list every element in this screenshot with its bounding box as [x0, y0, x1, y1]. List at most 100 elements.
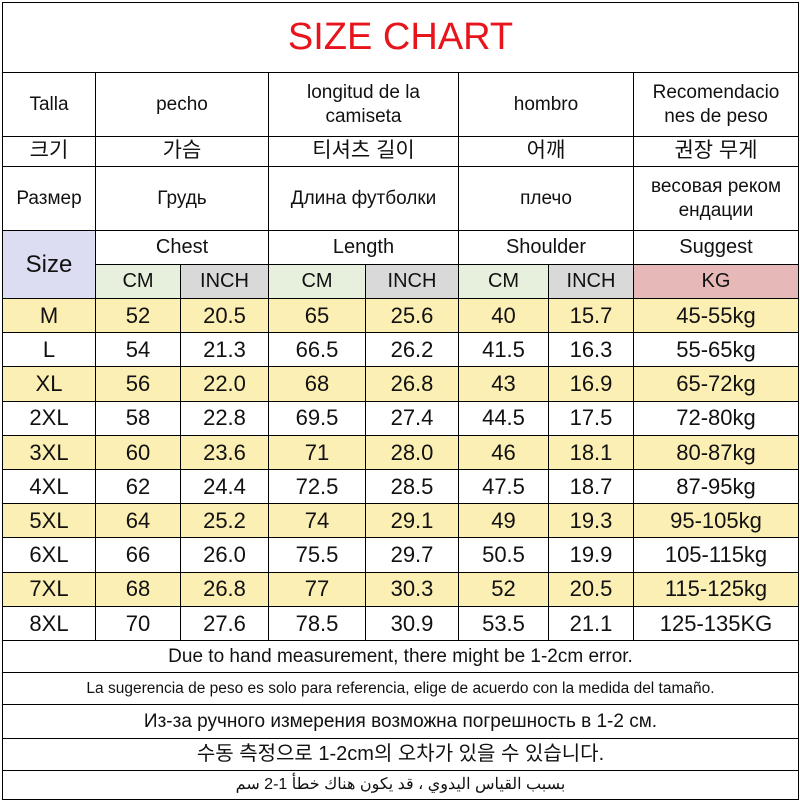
- value-cell: 54: [95, 332, 181, 368]
- header-cell: плечо: [458, 166, 634, 231]
- value-cell: 21.3: [180, 332, 269, 368]
- value-cell: 125-135KG: [633, 605, 799, 641]
- size-cell: 6XL: [2, 537, 96, 573]
- value-cell: 40: [458, 298, 549, 334]
- value-cell: 45-55kg: [633, 298, 799, 334]
- header-cell: 권장 무게: [633, 136, 799, 167]
- size-cell: 4XL: [2, 469, 96, 505]
- value-cell: 26.8: [365, 366, 459, 402]
- value-cell: 20.5: [180, 298, 269, 334]
- value-cell: 77: [268, 571, 366, 607]
- header-cell: longitud de la camiseta: [268, 72, 459, 137]
- value-cell: 68: [268, 366, 366, 402]
- value-cell: 52: [95, 298, 181, 334]
- group-header: Length: [268, 230, 459, 265]
- value-cell: 16.9: [548, 366, 634, 402]
- value-cell: 65-72kg: [633, 366, 799, 402]
- value-cell: 87-95kg: [633, 469, 799, 505]
- value-cell: 24.4: [180, 469, 269, 505]
- value-cell: 62: [95, 469, 181, 505]
- value-cell: 60: [95, 434, 181, 470]
- value-cell: 95-105kg: [633, 503, 799, 539]
- size-header: Size: [2, 230, 96, 299]
- value-cell: 68: [95, 571, 181, 607]
- header-cell: Talla: [2, 72, 96, 137]
- value-cell: 78.5: [268, 605, 366, 641]
- value-cell: 66.5: [268, 332, 366, 368]
- value-cell: 30.3: [365, 571, 459, 607]
- header-cell: hombro: [458, 72, 634, 137]
- value-cell: 19.3: [548, 503, 634, 539]
- value-cell: 65: [268, 298, 366, 334]
- value-cell: 70: [95, 605, 181, 641]
- note: بسبب القياس اليدوي ، قد يكون هناك خطأ 1-…: [2, 770, 799, 800]
- size-cell: M: [2, 298, 96, 334]
- header-cell: весовая реком ендации: [633, 166, 799, 231]
- value-cell: 22.8: [180, 400, 269, 436]
- header-cell: Грудь: [95, 166, 269, 231]
- value-cell: 56: [95, 366, 181, 402]
- header-cell: Размер: [2, 166, 96, 231]
- value-cell: 46: [458, 434, 549, 470]
- value-cell: 26.2: [365, 332, 459, 368]
- value-cell: 66: [95, 537, 181, 573]
- value-cell: 53.5: [458, 605, 549, 641]
- value-cell: 30.9: [365, 605, 459, 641]
- value-cell: 72-80kg: [633, 400, 799, 436]
- unit-header: CM: [95, 264, 181, 299]
- value-cell: 44.5: [458, 400, 549, 436]
- unit-header: INCH: [180, 264, 269, 299]
- title: SIZE CHART: [2, 2, 799, 73]
- value-cell: 50.5: [458, 537, 549, 573]
- unit-header: CM: [458, 264, 549, 299]
- value-cell: 28.0: [365, 434, 459, 470]
- value-cell: 29.7: [365, 537, 459, 573]
- group-header: Shoulder: [458, 230, 634, 265]
- value-cell: 71: [268, 434, 366, 470]
- value-cell: 16.3: [548, 332, 634, 368]
- value-cell: 69.5: [268, 400, 366, 436]
- group-header: Suggest: [633, 230, 799, 265]
- value-cell: 49: [458, 503, 549, 539]
- unit-header: INCH: [548, 264, 634, 299]
- value-cell: 75.5: [268, 537, 366, 573]
- value-cell: 18.7: [548, 469, 634, 505]
- value-cell: 22.0: [180, 366, 269, 402]
- header-cell: 크기: [2, 136, 96, 167]
- size-cell: 3XL: [2, 434, 96, 470]
- value-cell: 74: [268, 503, 366, 539]
- value-cell: 27.4: [365, 400, 459, 436]
- value-cell: 17.5: [548, 400, 634, 436]
- value-cell: 28.5: [365, 469, 459, 505]
- value-cell: 58: [95, 400, 181, 436]
- size-cell: L: [2, 332, 96, 368]
- value-cell: 25.2: [180, 503, 269, 539]
- value-cell: 47.5: [458, 469, 549, 505]
- header-cell: pecho: [95, 72, 269, 137]
- header-cell: Длина футболки: [268, 166, 459, 231]
- header-cell: Recomendacio nes de peso: [633, 72, 799, 137]
- value-cell: 23.6: [180, 434, 269, 470]
- value-cell: 41.5: [458, 332, 549, 368]
- unit-header: CM: [268, 264, 366, 299]
- value-cell: 20.5: [548, 571, 634, 607]
- value-cell: 52: [458, 571, 549, 607]
- size-cell: XL: [2, 366, 96, 402]
- header-cell: 티셔츠 길이: [268, 136, 459, 167]
- value-cell: 29.1: [365, 503, 459, 539]
- size-cell: 2XL: [2, 400, 96, 436]
- unit-header: INCH: [365, 264, 459, 299]
- value-cell: 55-65kg: [633, 332, 799, 368]
- value-cell: 21.1: [548, 605, 634, 641]
- size-cell: 7XL: [2, 571, 96, 607]
- note: Из-за ручного измерения возможна погрешн…: [2, 704, 799, 739]
- value-cell: 72.5: [268, 469, 366, 505]
- value-cell: 115-125kg: [633, 571, 799, 607]
- value-cell: 27.6: [180, 605, 269, 641]
- size-cell: 5XL: [2, 503, 96, 539]
- value-cell: 80-87kg: [633, 434, 799, 470]
- value-cell: 43: [458, 366, 549, 402]
- group-header: Chest: [95, 230, 269, 265]
- note: Due to hand measurement, there might be …: [2, 640, 799, 673]
